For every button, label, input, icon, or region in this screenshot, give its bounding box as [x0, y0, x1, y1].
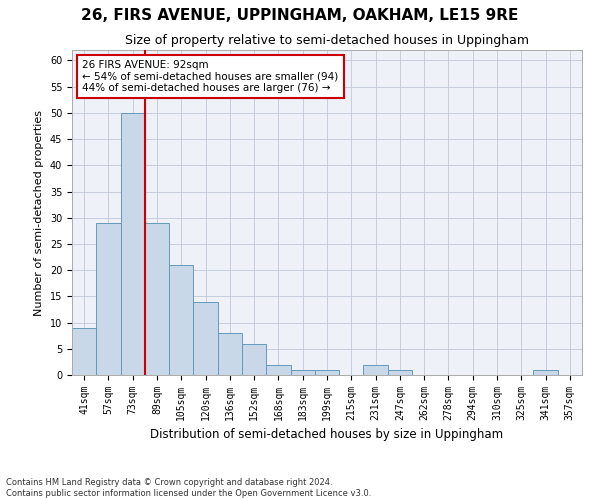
Bar: [266, 364, 290, 375]
Y-axis label: Number of semi-detached properties: Number of semi-detached properties: [34, 110, 44, 316]
Title: Size of property relative to semi-detached houses in Uppingham: Size of property relative to semi-detach…: [125, 34, 529, 48]
Bar: [169, 265, 193, 375]
Bar: [145, 223, 169, 375]
Text: Contains HM Land Registry data © Crown copyright and database right 2024.
Contai: Contains HM Land Registry data © Crown c…: [6, 478, 371, 498]
Bar: [364, 364, 388, 375]
Text: 26 FIRS AVENUE: 92sqm
← 54% of semi-detached houses are smaller (94)
44% of semi: 26 FIRS AVENUE: 92sqm ← 54% of semi-deta…: [82, 60, 338, 93]
Bar: [290, 370, 315, 375]
Bar: [315, 370, 339, 375]
Bar: [533, 370, 558, 375]
Bar: [218, 333, 242, 375]
X-axis label: Distribution of semi-detached houses by size in Uppingham: Distribution of semi-detached houses by …: [151, 428, 503, 442]
Bar: [121, 113, 145, 375]
Bar: [242, 344, 266, 375]
Bar: [72, 328, 96, 375]
Text: 26, FIRS AVENUE, UPPINGHAM, OAKHAM, LE15 9RE: 26, FIRS AVENUE, UPPINGHAM, OAKHAM, LE15…: [82, 8, 518, 22]
Bar: [193, 302, 218, 375]
Bar: [96, 223, 121, 375]
Bar: [388, 370, 412, 375]
